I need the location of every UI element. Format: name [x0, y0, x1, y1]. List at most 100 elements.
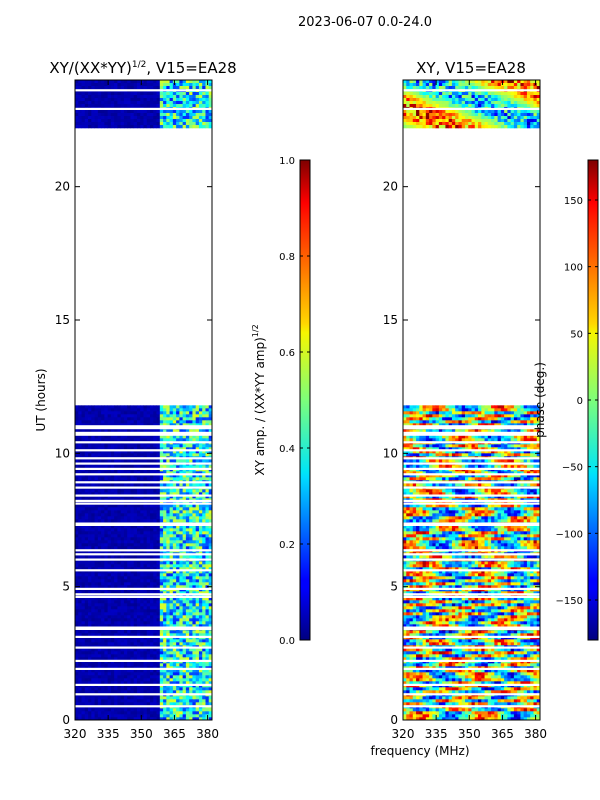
heatmap-cell [208, 597, 212, 601]
heatmap-cell [189, 507, 193, 511]
heatmap-cell [153, 615, 157, 619]
heatmap-cell [182, 642, 187, 646]
heatmap-cell [146, 444, 151, 448]
heatmap-cell [84, 696, 89, 700]
heatmap-cell [101, 597, 105, 601]
heatmap-cell [202, 101, 206, 105]
heatmap-cell [169, 618, 174, 622]
heatmap-cell [117, 86, 122, 90]
heatmap-cell [140, 717, 144, 720]
heatmap-cell [159, 95, 164, 99]
heatmap-cell [94, 663, 99, 667]
heatmap-cell [133, 678, 138, 682]
heatmap-cell [123, 543, 128, 547]
heatmap-cell [176, 113, 180, 117]
heatmap-cell [114, 104, 118, 108]
heatmap-cell [91, 537, 95, 541]
heatmap-cell [75, 492, 79, 496]
heatmap-cell [133, 561, 138, 565]
heatmap-cell [127, 642, 131, 646]
heatmap-cell [208, 423, 212, 427]
heatmap-cell [123, 669, 128, 673]
heatmap-cell [104, 492, 109, 496]
heatmap-cell [75, 474, 79, 478]
heatmap-cell [81, 672, 86, 676]
heatmap-cell [182, 513, 187, 517]
heatmap-cell [107, 639, 112, 643]
heatmap-cell [153, 492, 157, 496]
heatmap-cell [208, 633, 212, 637]
heatmap-cell [123, 513, 128, 517]
heatmap-cell [81, 465, 86, 469]
heatmap-cell [88, 702, 92, 706]
heatmap-cell [202, 606, 206, 610]
heatmap-cell [81, 98, 86, 102]
heatmap-cell [120, 534, 125, 538]
heatmap-cell [88, 444, 92, 448]
heatmap-cell [176, 711, 180, 715]
heatmap-cell [133, 471, 138, 475]
heatmap-cell [179, 576, 184, 580]
heatmap-cell [153, 567, 157, 571]
heatmap-cell [150, 119, 154, 123]
heatmap-cell [97, 597, 102, 601]
heatmap-cell [146, 630, 151, 634]
heatmap-cell [114, 435, 118, 439]
heatmap-cell [75, 663, 79, 667]
heatmap-cell [146, 519, 151, 523]
heatmap-cell [189, 405, 193, 409]
heatmap-cell [202, 624, 206, 628]
heatmap-cell [208, 408, 212, 412]
heatmap-cell [195, 621, 200, 625]
heatmap-cell [114, 438, 118, 442]
heatmap-cell [81, 116, 86, 120]
heatmap-cell [91, 104, 95, 108]
heatmap-cell [202, 528, 206, 532]
heatmap-cell [182, 606, 187, 610]
heatmap-cell [195, 414, 200, 418]
heatmap-cell [176, 474, 180, 478]
heatmap-cell [104, 711, 109, 715]
heatmap-cell [107, 450, 112, 454]
heatmap-cell [94, 507, 99, 511]
heatmap-cell [163, 510, 167, 514]
heatmap-cell [159, 600, 164, 604]
heatmap-cell [127, 510, 131, 514]
heatmap-cell [169, 98, 174, 102]
heatmap-cell [185, 459, 190, 463]
heatmap-cell [81, 564, 86, 568]
heatmap-cell [192, 119, 197, 123]
heatmap-cell [78, 510, 82, 514]
heatmap-cell [146, 92, 151, 96]
heatmap-cell [81, 696, 86, 700]
heatmap-cell [104, 618, 109, 622]
heatmap-cell [153, 672, 157, 676]
heatmap-cell [101, 717, 105, 720]
heatmap-cell [101, 516, 105, 520]
heatmap-cell [88, 651, 92, 655]
heatmap-cell [140, 537, 144, 541]
heatmap-cell [91, 564, 95, 568]
heatmap-cell [123, 606, 128, 610]
heatmap-cell [75, 696, 79, 700]
heatmap-cell [195, 83, 200, 87]
heatmap-cell [156, 672, 161, 676]
heatmap-cell [91, 570, 95, 574]
heatmap-cell [78, 537, 82, 541]
heatmap-cell [110, 525, 115, 529]
heatmap-cell [179, 597, 184, 601]
heatmap-cell [107, 453, 112, 457]
heatmap-cell [84, 83, 89, 87]
heatmap-cell [176, 714, 180, 718]
heatmap-cell [169, 663, 174, 667]
heatmap-cell [130, 110, 135, 114]
heatmap-cell [140, 447, 144, 451]
heatmap-cell [78, 609, 82, 613]
heatmap-cell [120, 639, 125, 643]
heatmap-cell [198, 417, 203, 421]
heatmap-cell [136, 537, 141, 541]
heatmap-cell [189, 681, 193, 685]
heatmap-cell [110, 618, 115, 622]
heatmap-cell [97, 621, 102, 625]
heatmap-cell [202, 429, 206, 433]
